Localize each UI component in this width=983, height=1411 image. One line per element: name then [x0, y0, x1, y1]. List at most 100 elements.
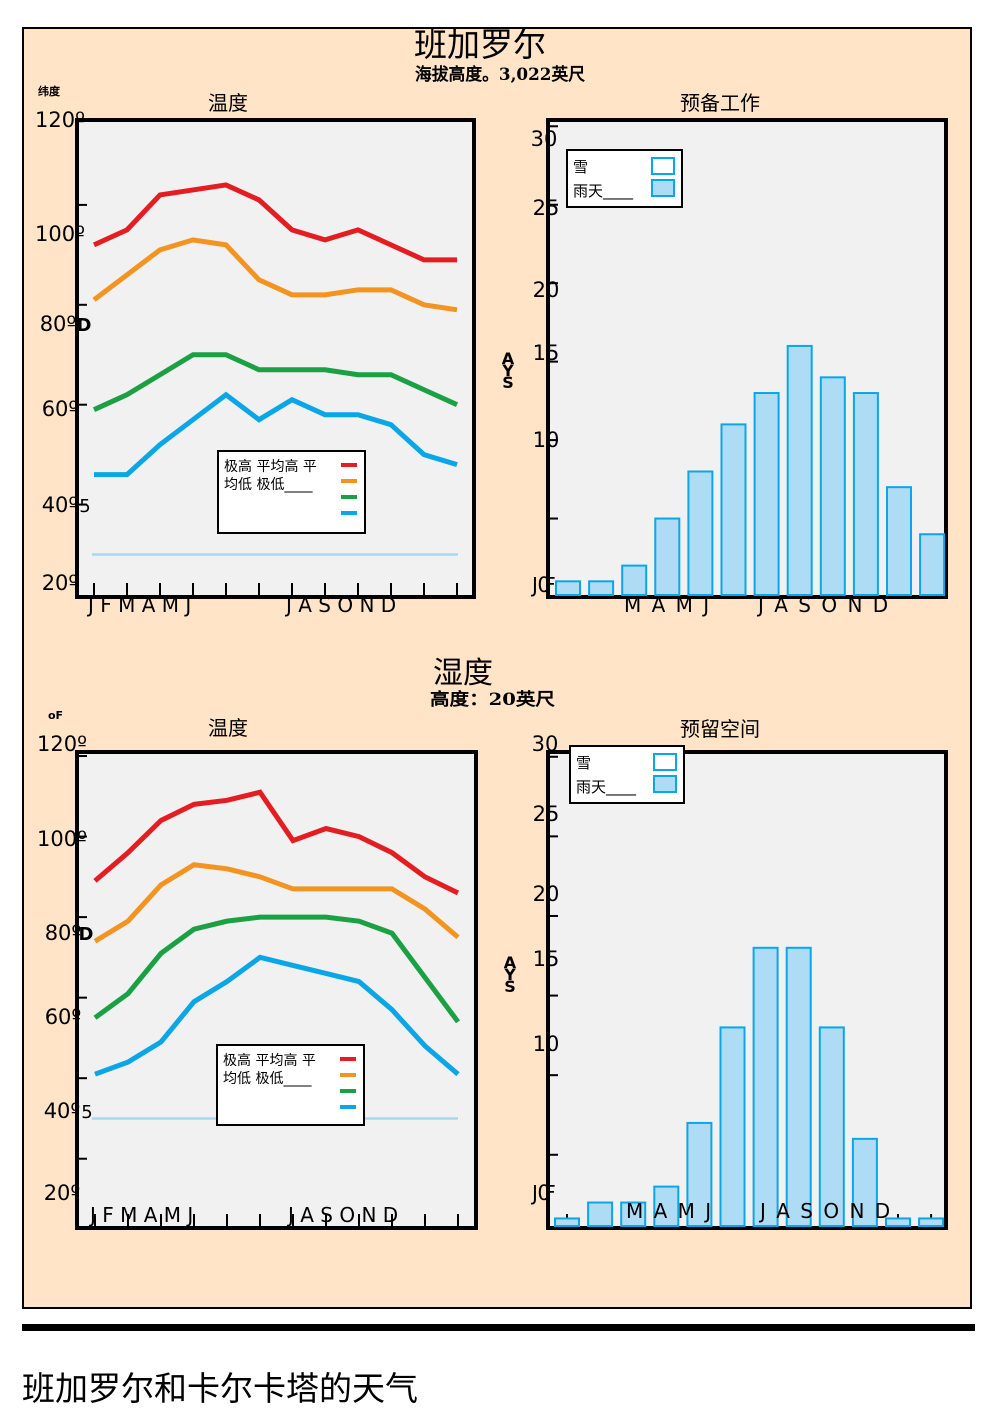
y-axis-letter: D: [77, 315, 92, 336]
rain-bar: [621, 564, 648, 596]
legend-box: [217, 450, 366, 534]
y-tick-label: 20: [533, 882, 560, 906]
series-line-2: [93, 862, 460, 944]
y-tick-label: 40º: [42, 493, 79, 517]
chart-title: 预备工作: [680, 91, 760, 115]
y-tick-label: 80º: [40, 312, 77, 336]
section-subtitle: 海拔高度。3,022英尺: [415, 64, 585, 85]
x-tick-labels-right: J A S O N D: [756, 593, 890, 617]
x-tick-labels-mid: M A M J: [626, 1199, 713, 1223]
rain-bar: [554, 1217, 580, 1227]
rain-bar: [886, 486, 912, 596]
legend-text: 均低 极低____: [223, 1071, 312, 1087]
x-tick-labels-left: J F M A M J: [86, 593, 191, 617]
rain-bar: [918, 1217, 945, 1227]
rain-bar: [620, 1201, 647, 1228]
legend-snow-swatch: [653, 753, 677, 771]
y-axis-letter: 5: [81, 1102, 92, 1123]
plot-area: [546, 750, 948, 1230]
y-tick-label: 100º: [37, 827, 87, 851]
y-tick-label: 60º: [45, 1005, 82, 1029]
series-line-3: [93, 914, 461, 1024]
legend-text: 极高 平均高 平: [223, 1052, 316, 1069]
rain-bar: [818, 1026, 845, 1227]
legend-text: 极高 平均高 平: [224, 458, 317, 475]
rain-bar: [719, 1026, 746, 1227]
series-line-4: [94, 954, 460, 1077]
x-tick-labels-right: J A S O N D: [758, 1199, 892, 1223]
x-tick-labels-mid: M A M J: [624, 593, 711, 617]
x-tick-labels-right: J A S O N D: [286, 1203, 398, 1227]
y-axis-letter: Y: [501, 361, 514, 380]
rain-bar: [885, 1217, 911, 1227]
x-tick-labels-right: J A S O N D: [284, 593, 396, 617]
y-tick-label: 30: [531, 127, 558, 151]
y-tick-label: 40º: [44, 1099, 81, 1123]
y-tick-label: 0: [537, 1181, 550, 1205]
legend-text: 雪: [573, 158, 588, 176]
rain-bar: [786, 344, 813, 596]
plot-area: [75, 750, 478, 1230]
section-subtitle: 高度：20英尺: [430, 689, 555, 710]
y-axis-letter: 5: [79, 496, 90, 517]
legend-text: 雨天____: [573, 182, 634, 201]
legend-text: 雨天____: [576, 778, 637, 797]
chart-title: 温度: [208, 716, 248, 740]
y-tick-label: 25: [533, 802, 560, 826]
y-tick-label: 30: [532, 732, 559, 756]
rain-bar: [653, 1185, 680, 1227]
series-line-4: [94, 391, 458, 478]
rain-bar: [555, 580, 581, 596]
rain-bar: [588, 580, 615, 596]
y-tick-label: 25: [533, 196, 560, 220]
y-axis-letter: S: [502, 373, 514, 392]
y-axis-letter: A: [502, 349, 515, 368]
y-tick-label: 120º: [35, 108, 85, 132]
rain-bar: [752, 946, 779, 1227]
y-tick-label: 20º: [44, 1181, 81, 1205]
series-line-2: [92, 237, 458, 313]
rain-bar: [753, 392, 780, 597]
y-tick-label: 120º: [37, 732, 87, 756]
series-line-1: [93, 789, 460, 896]
y-tick-label: 10: [533, 1032, 560, 1056]
legend-rain-swatch: [653, 775, 677, 793]
y-tick-label: 15: [533, 947, 560, 971]
x-tick-labels-left: J F: [530, 1181, 556, 1205]
charts-canvas: 班加罗尔海拔高度。3,022英尺纬度温度 120º 100º 80º 60º 40º 20º…: [35, 25, 948, 1230]
y-axis-letter: S: [504, 977, 516, 996]
series-line-1: [92, 182, 457, 263]
y-axis-letter: D: [79, 924, 94, 945]
section-title: 班加罗尔: [414, 25, 546, 64]
rain-bar: [851, 1137, 878, 1227]
chart-title: 温度: [208, 91, 248, 115]
y-tick-label: 100º: [35, 222, 85, 246]
legend-snow-swatch: [651, 157, 675, 175]
y-tick-label: 0: [537, 573, 550, 597]
y-tick-label: 80º: [45, 921, 82, 945]
footer-rule: [22, 1324, 975, 1331]
series-line-3: [92, 352, 459, 412]
rain-bar: [785, 946, 812, 1227]
legend-rain-swatch: [651, 179, 675, 197]
rain-bar: [720, 423, 747, 596]
rain-bar: [587, 1201, 614, 1228]
section-title: 湿度: [433, 656, 493, 691]
y-tick-label: 20º: [42, 571, 79, 595]
rain-bar: [687, 470, 714, 597]
figure-caption: 班加罗尔和卡尔卡塔的天气: [22, 1369, 418, 1408]
legend-text: 均低 极低____: [224, 477, 313, 493]
rain-bar: [852, 392, 879, 597]
rain-bar: [819, 376, 846, 596]
y-axis-letter: A: [504, 953, 517, 972]
legend-text: 雪: [576, 754, 591, 772]
legend-box: [216, 1044, 365, 1126]
rain-bar: [654, 517, 681, 597]
corner-label: 纬度: [38, 84, 61, 98]
rain-bar: [919, 533, 946, 596]
y-tick-label: 60º: [42, 397, 79, 421]
corner-label: oF: [48, 709, 63, 722]
chart-title: 预留空间: [680, 717, 760, 741]
y-axis-letter: Y: [503, 965, 516, 984]
x-tick-labels-left: J F M A M J: [88, 1203, 193, 1227]
